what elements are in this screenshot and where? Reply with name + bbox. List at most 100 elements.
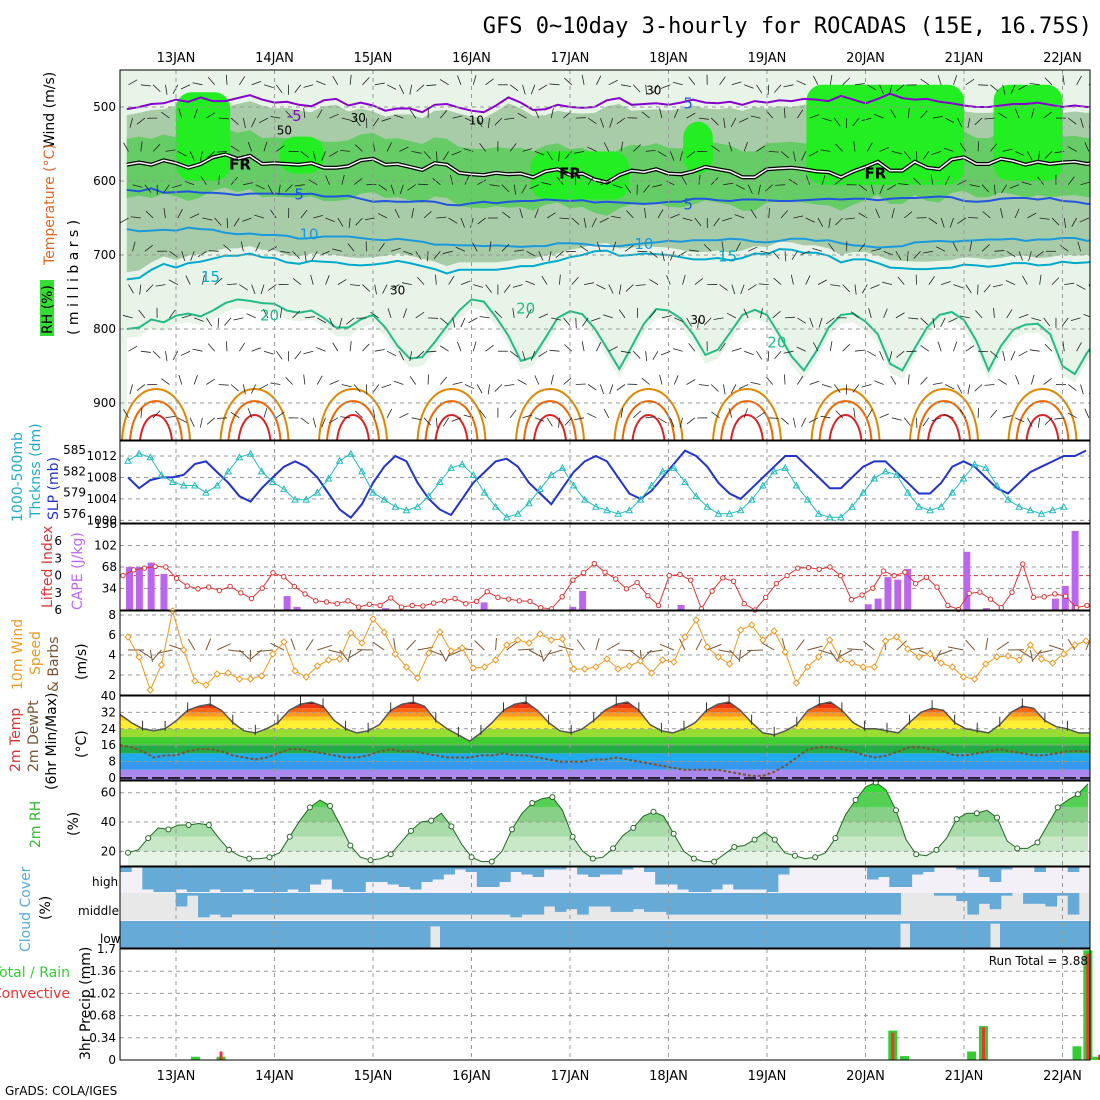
wind-barb [172,84,179,94]
cloud-bar-middle [699,893,712,915]
wind-barb [618,649,635,652]
thickness-point [703,502,712,510]
wind-barb [795,639,805,651]
thickness-point [614,509,622,517]
wind-barb [304,316,315,319]
cape-tick: 102 [94,539,117,553]
wind-barb [362,284,371,292]
wind-speed-point [748,621,756,629]
wind-barb [487,118,490,129]
wind-barb [801,417,807,428]
precip-bar-convective [1098,1054,1100,1060]
cloud-bar-high [175,867,188,890]
wind-barb [990,84,999,92]
date-label: 18JAN [649,1069,688,1084]
wind-barb [534,108,540,119]
wind-barb [937,649,953,656]
wind-barb [538,251,544,261]
wind-barb [694,217,702,227]
ylabel-millibars: ( m i l l i b a r s ) [66,220,82,335]
wind-barb [793,417,796,428]
isotherm-label: 10 [299,225,318,243]
thickness-point [135,449,143,457]
wind-speed-point [848,659,856,667]
date-label: 14JAN [255,51,294,66]
wind-barb [349,341,352,352]
wind-barb [624,184,632,194]
cloud-bar-low [730,921,741,948]
wind-speed-point [324,656,333,664]
wind-barb [818,649,834,655]
cloud-bar-middle [476,893,489,915]
wind-barb [509,143,517,152]
wind-barb [788,178,798,186]
wind-barb [256,649,273,652]
wind-barb [329,317,334,328]
wind-barb [1043,378,1052,385]
wind-barb [920,345,930,352]
cloud-bar-low [320,921,331,948]
wind-barb [686,112,696,119]
cloud-bar-low [440,921,451,948]
wind-barb [206,151,215,159]
cloud-bar-high [231,867,244,892]
thickness-point [324,474,333,482]
cloud-bar-high [153,867,166,892]
cloud-bar-middle [788,893,801,915]
wind-barb [965,284,972,294]
wind-barb [603,142,610,152]
cloud-bar-middle [867,893,879,915]
wind-barb [800,250,810,256]
wind-speed-point [970,675,979,683]
wind-barb [959,409,967,419]
rh-point [670,830,677,837]
isotherm-label: FR [864,165,886,183]
cloud-bar-high [398,867,411,887]
cloud-bar-low [820,921,831,948]
temp-band [120,704,1090,709]
rh-point [711,858,718,865]
wind-barb [978,350,989,353]
rh-point [1074,791,1081,798]
cloud-bar-low [1050,921,1061,948]
wind-barb [418,183,429,186]
thickness-point [302,495,311,503]
rh-point [306,804,313,811]
wind-barb [652,84,659,94]
wind-speed-point [703,643,711,651]
wind-barb [450,174,454,185]
pressure-tick: 700 [93,248,116,262]
wind-barb [255,242,261,252]
wind-barb [670,251,675,261]
wind-barb [161,111,170,119]
wind-speed-tick: 8 [108,608,116,622]
temp-band [120,702,1090,705]
wind-barb [688,343,696,352]
pressure-tick: 500 [93,100,116,114]
wind-barb [325,217,335,223]
thickness-point [179,481,188,489]
slp-frame [119,440,1091,524]
wind-barb [390,184,395,195]
wind-barb [251,117,257,128]
wind-barb [897,276,905,285]
wind-barb [1068,117,1077,125]
thickness-point [915,502,923,510]
wind-barb [477,217,486,225]
cloud-bar-low [550,921,561,948]
thickness-point [592,502,600,510]
wind-barb [730,384,737,394]
wind-barb [947,646,964,651]
wind-barb [657,417,667,424]
thickness-tick: 585 [63,443,86,457]
rh-point [731,843,738,850]
thickness-line [127,453,1064,518]
wind-barb [207,343,216,352]
thickness-point [358,467,366,475]
cloud-bar-middle [454,893,467,915]
cloud-bar-high [309,867,322,885]
cloud-bar-low [600,921,611,948]
lifted-index-point [1009,589,1015,595]
wind-barb [233,317,244,321]
